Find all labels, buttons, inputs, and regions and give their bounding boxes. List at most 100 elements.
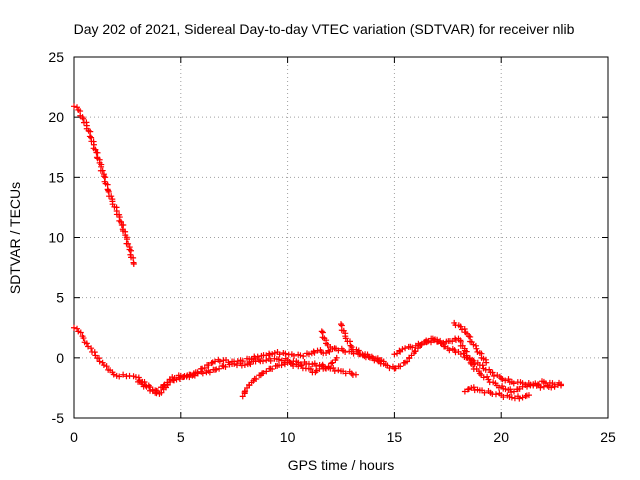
data-point-fill xyxy=(418,340,425,347)
data-point xyxy=(338,321,344,328)
data-point xyxy=(519,394,526,401)
data-point xyxy=(333,354,340,361)
data-point-fill xyxy=(435,338,442,345)
y-tick-label: 20 xyxy=(48,109,64,125)
data-point-fill xyxy=(80,335,87,342)
data-point-fill xyxy=(508,389,515,396)
data-point-fill xyxy=(495,384,502,391)
data-point-fill xyxy=(440,339,447,346)
grid xyxy=(74,57,608,418)
data-point-fill xyxy=(222,363,229,370)
data-point-fill xyxy=(102,174,109,181)
data-point xyxy=(380,358,387,365)
data-point-fill xyxy=(465,333,472,340)
data-point-fill xyxy=(463,354,470,361)
data-point-fill xyxy=(328,360,335,367)
data-point-fill xyxy=(276,351,283,358)
data-point-fill xyxy=(374,355,381,362)
data-point-fill xyxy=(544,382,551,389)
data-point-fill xyxy=(479,362,486,369)
data-point xyxy=(551,383,558,390)
data-point-fill xyxy=(449,338,456,345)
data-point-fill xyxy=(216,358,223,365)
data-point-fill xyxy=(199,370,206,377)
data-point-fill xyxy=(470,357,477,364)
data-point-fill xyxy=(492,391,499,398)
data-point-fill xyxy=(260,369,267,376)
x-tick-label: 0 xyxy=(70,429,78,445)
data-point-fill xyxy=(510,380,517,387)
data-point-fill xyxy=(128,247,135,254)
data-point-fill xyxy=(461,326,468,333)
series-late-low xyxy=(461,384,532,402)
data-point xyxy=(461,388,468,395)
data-point-fill xyxy=(347,342,354,349)
data-point-fill xyxy=(412,348,419,355)
data-point-fill xyxy=(396,347,403,354)
data-point-fill xyxy=(246,359,253,366)
data-point xyxy=(498,375,505,382)
x-tick-label: 20 xyxy=(493,429,509,445)
data-point xyxy=(457,323,464,330)
series-low-track-secondary xyxy=(135,319,565,396)
data-point-fill xyxy=(446,347,453,354)
data-point-fill xyxy=(77,329,84,336)
data-point-fill xyxy=(486,366,493,373)
data-point-fill xyxy=(481,389,488,396)
series-high-decay xyxy=(71,103,137,267)
data-point-fill xyxy=(85,343,92,350)
data-point xyxy=(558,382,565,389)
data-point-fill xyxy=(516,395,523,402)
data-point-fill xyxy=(213,366,220,373)
data-point-fill xyxy=(522,393,529,400)
data-point-fill xyxy=(247,361,254,368)
data-point-fill xyxy=(103,363,110,370)
data-point xyxy=(254,353,261,360)
data-point-fill xyxy=(275,356,282,363)
data-point xyxy=(295,363,302,370)
data-point-fill xyxy=(171,374,178,381)
y-tick-label: 0 xyxy=(56,350,64,366)
data-point-fill xyxy=(287,359,294,366)
data-point-fill xyxy=(135,374,142,381)
x-tick-labels: 0 5 10 15 20 25 xyxy=(70,429,616,445)
data-point-fill xyxy=(342,335,349,342)
data-point-fill xyxy=(290,363,297,370)
data-point xyxy=(327,344,334,351)
data-point xyxy=(117,218,124,225)
data-point xyxy=(525,392,532,399)
data-point xyxy=(508,394,515,401)
data-point xyxy=(186,374,193,381)
data-point-fill xyxy=(365,353,372,360)
data-point-fill xyxy=(282,350,289,357)
x-tick-label: 15 xyxy=(387,429,403,445)
data-point xyxy=(231,360,238,367)
data-point-fill xyxy=(190,371,197,378)
data-point xyxy=(130,260,137,267)
data-point-fill xyxy=(158,389,165,396)
data-point-fill xyxy=(99,167,106,174)
data-point xyxy=(241,362,248,369)
data-point xyxy=(120,371,127,378)
data-point xyxy=(391,351,398,358)
data-point xyxy=(483,359,490,366)
data-point-fill xyxy=(259,358,266,365)
y-tick-label: -5 xyxy=(52,410,65,426)
data-point-fill xyxy=(86,133,93,140)
data-point xyxy=(205,362,212,369)
data-point xyxy=(160,382,167,389)
x-tick-label: 5 xyxy=(177,429,185,445)
data-points xyxy=(71,103,565,402)
data-point-fill xyxy=(331,367,338,374)
data-point-fill xyxy=(154,388,161,395)
y-tick-labels: -5 0 5 10 15 20 25 xyxy=(48,49,64,426)
data-point xyxy=(297,352,304,359)
data-point-fill xyxy=(325,364,332,371)
chart-title: Day 202 of 2021, Sidereal Day-to-day VTE… xyxy=(74,21,575,37)
data-point-fill xyxy=(74,104,81,111)
data-point-fill xyxy=(489,369,496,376)
data-point xyxy=(71,103,77,110)
data-point-fill xyxy=(428,339,435,346)
data-point xyxy=(466,356,473,363)
